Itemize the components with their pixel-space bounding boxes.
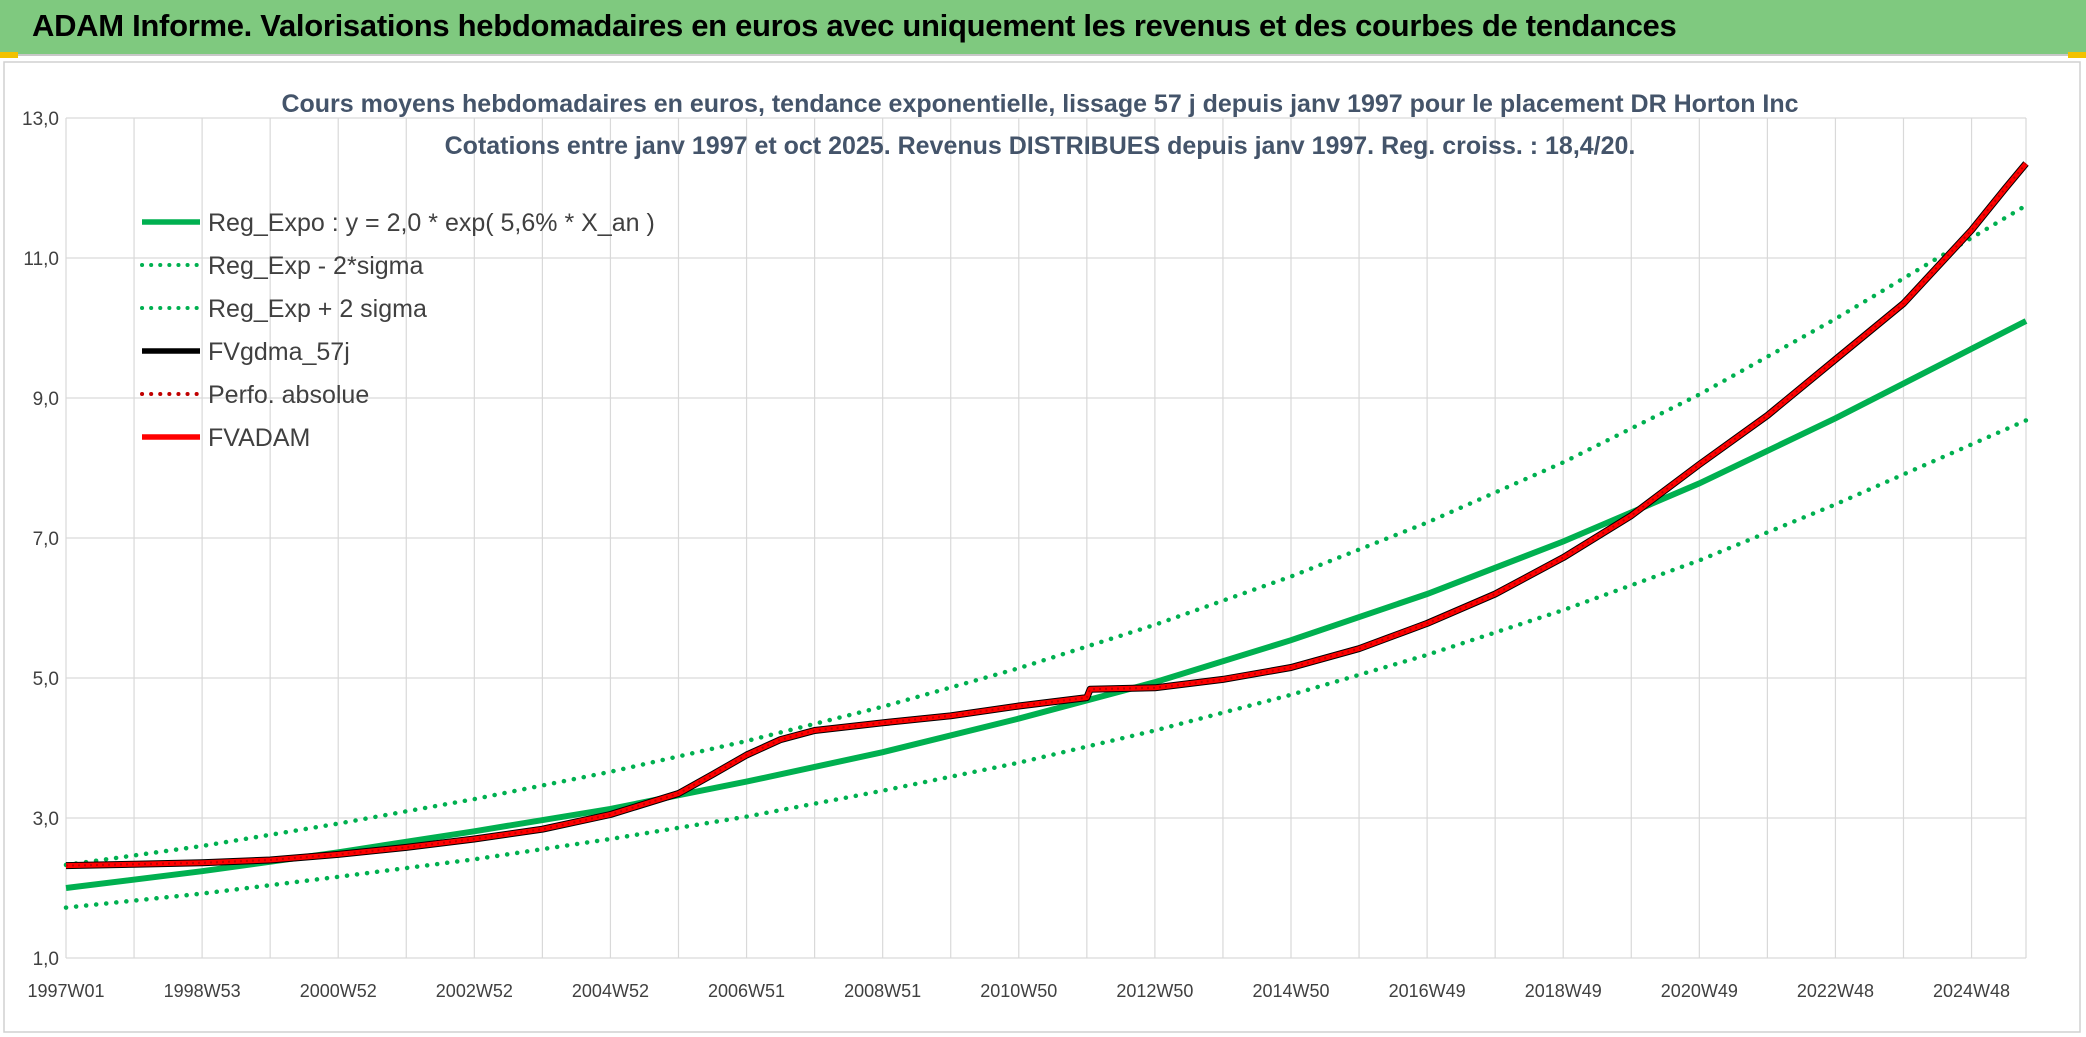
legend-label: Perfo. absolue [208,381,369,409]
y-tick-label: 5,0 [33,669,59,690]
x-tick-label: 2004W52 [572,981,649,1001]
x-tick-label: 1998W53 [164,981,241,1001]
trend-chart: 1,0 3,0 5,0 7,0 9,0 11,0 13,0 1997W01 1998W53 20… [3,61,2081,1033]
corner-marker-right [2068,52,2086,58]
x-tick-label: 1997W01 [27,981,104,1001]
y-tick-label: 9,0 [33,389,59,410]
y-tick-label: 3,0 [33,809,59,830]
x-tick-label: 2012W50 [1116,981,1193,1001]
x-tick-label: 2020W49 [1661,981,1738,1001]
x-tick-label: 2010W50 [980,981,1057,1001]
x-tick-label: 2006W51 [708,981,785,1001]
legend-label: Reg_Exp - 2*sigma [208,252,423,280]
legend-label: Reg_Expo : y = 2,0 * exp( 5,6% * X_an ) [208,209,655,237]
series-perfo-absolue [65,162,2027,867]
series-reg-minus-2sigma [63,418,2029,910]
x-tick-label: 2000W52 [300,981,377,1001]
y-tick-label: 7,0 [33,529,59,550]
x-tick-label: 2018W49 [1525,981,1602,1001]
legend-label: FVADAM [208,424,310,452]
chart-title-line2: Cotations entre janv 1997 et oct 2025. R… [445,132,1636,160]
chart-border [3,61,2081,1033]
x-tick-label: 2014W50 [1252,981,1329,1001]
legend-label: FVgdma_57j [208,338,350,366]
x-tick-label: 2008W51 [844,981,921,1001]
y-tick-label: 13,0 [22,109,59,130]
report-header: ADAM Informe. Valorisations hebdomadaire… [0,0,2086,56]
y-tick-label: 1,0 [33,949,59,970]
legend-label: Reg_Exp + 2 sigma [208,295,427,323]
y-tick-label: 11,0 [23,249,59,270]
report-title: ADAM Informe. Valorisations hebdomadaire… [32,8,1677,43]
x-tick-label: 2016W49 [1389,981,1466,1001]
series-reg-plus-2sigma [63,203,2029,868]
chart-legend: Reg_Expo : y = 2,0 * exp( 5,6% * X_an ) R… [140,209,655,452]
x-tick-label: 2022W48 [1797,981,1874,1001]
chart-title-line1: Cours moyens hebdomadaires en euros, ten… [281,90,1798,118]
x-tick-label: 2002W52 [436,981,513,1001]
corner-marker-left [0,52,18,58]
x-tick-label: 2024W48 [1933,981,2010,1001]
chart-area: 1,0 3,0 5,0 7,0 9,0 11,0 13,0 1997W01 1998W53 20… [0,58,2086,1037]
